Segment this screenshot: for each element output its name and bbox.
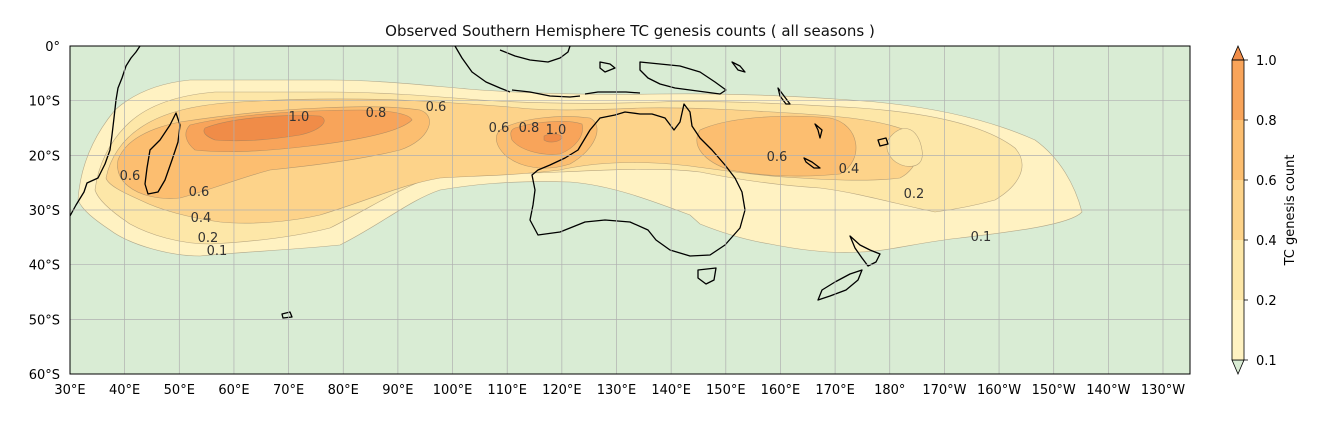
coast-solomon bbox=[731, 61, 746, 73]
longitude-axis: 30°E 40°E 50°E 60°E 70°E 80°E 90°E 100°E 110°E 12… bbox=[54, 383, 1185, 398]
graticule-grid bbox=[70, 46, 1190, 374]
lon-tick-label: 120°E bbox=[542, 383, 582, 398]
contour-label: 0.4 bbox=[191, 211, 212, 226]
colorbar-segment-0.1 bbox=[1232, 300, 1244, 360]
coast-png-east bbox=[814, 123, 823, 139]
genesis-contours bbox=[77, 79, 1083, 257]
contour-label: 0.4 bbox=[839, 162, 860, 177]
contour-label: 0.6 bbox=[426, 100, 447, 115]
latitude-axis: 0° 10°S 20°S 30°S 40°S 50°S 60°S bbox=[29, 40, 60, 383]
contour-label: 0.2 bbox=[198, 231, 219, 246]
colorbar-segment-0.2 bbox=[1232, 240, 1244, 300]
coast-australia bbox=[529, 103, 746, 257]
colorbar-tick-label: 0.8 bbox=[1256, 114, 1277, 129]
contour-label: 0.6 bbox=[767, 150, 788, 165]
contour-label: 0.2 bbox=[904, 187, 925, 202]
colorbar-extend-min bbox=[1231, 359, 1245, 376]
lon-tick-label: 150°W bbox=[1032, 383, 1076, 398]
lon-tick-label: 160°W bbox=[977, 383, 1021, 398]
coast-vanuatu bbox=[777, 87, 791, 105]
lon-tick-label: 170°W bbox=[922, 383, 966, 398]
lon-tick-label: 160°E bbox=[761, 383, 801, 398]
lon-tick-label: 80°E bbox=[328, 383, 359, 398]
colorbar-tick-label: 1.0 bbox=[1256, 54, 1277, 69]
coast-madagascar bbox=[144, 112, 181, 195]
lon-tick-label: 60°E bbox=[218, 383, 249, 398]
contour-label: 0.6 bbox=[489, 121, 510, 136]
lon-tick-label: 130°W bbox=[1141, 383, 1185, 398]
map-frame bbox=[69, 45, 1191, 375]
coast-new-caledonia bbox=[803, 157, 821, 169]
lon-tick-label: 140°E bbox=[651, 383, 691, 398]
lat-tick-label: 20°S bbox=[29, 149, 60, 164]
coast-new-guinea bbox=[639, 61, 727, 95]
lon-tick-label: 140°W bbox=[1086, 383, 1130, 398]
lat-tick-label: 10°S bbox=[29, 95, 60, 110]
contour-label: 0.6 bbox=[189, 185, 210, 200]
contour-label: 0.8 bbox=[519, 121, 540, 136]
lat-tick-label: 50°S bbox=[29, 313, 60, 328]
colorbar-frame bbox=[1231, 59, 1245, 361]
coast-tasmania bbox=[697, 267, 717, 285]
colorbar-tick-label: 0.2 bbox=[1256, 294, 1277, 309]
coast-sulawesi bbox=[599, 61, 616, 73]
coast-nz-north bbox=[849, 235, 881, 267]
lon-tick-label: 30°E bbox=[54, 383, 85, 398]
lon-tick-label: 90°E bbox=[382, 383, 413, 398]
colorbar-tick-label: 0.4 bbox=[1256, 234, 1277, 249]
lat-tick-label: 40°S bbox=[29, 259, 60, 274]
colorbar-ticks: 0.1 0.2 0.4 0.6 0.8 1.0 bbox=[1244, 54, 1277, 369]
lon-tick-label: 40°E bbox=[109, 383, 140, 398]
coast-borneo bbox=[499, 46, 571, 63]
contour-labels: 0.61.0 0.8 0.60.6 0.8 1.00.60.40.60.40.20.10… bbox=[120, 100, 992, 259]
lon-tick-label: 170°E bbox=[815, 383, 855, 398]
coast-fiji bbox=[877, 137, 889, 147]
coast-nz-south bbox=[817, 269, 863, 301]
contour-label: 1.0 bbox=[289, 110, 310, 125]
map-title: Observed Southern Hemisphere TC genesis … bbox=[385, 22, 875, 40]
lat-tick-label: 30°S bbox=[29, 204, 60, 219]
coast-lesser-sunda bbox=[584, 91, 641, 95]
lon-tick-label: 50°E bbox=[164, 383, 195, 398]
colorbar-segment-0.6 bbox=[1232, 120, 1244, 180]
contour-label: 0.1 bbox=[207, 244, 228, 259]
lon-tick-label: 70°E bbox=[273, 383, 304, 398]
lon-tick-label: 180° bbox=[874, 383, 905, 398]
lat-tick-label: 60°S bbox=[29, 368, 60, 383]
coast-mauritius bbox=[281, 311, 293, 319]
contour-label: 0.8 bbox=[366, 106, 387, 121]
coastlines bbox=[70, 46, 889, 319]
lon-tick-label: 130°E bbox=[597, 383, 637, 398]
lon-tick-label: 150°E bbox=[706, 383, 746, 398]
colorbar-tick-label: 0.1 bbox=[1256, 354, 1277, 369]
lat-tick-label: 0° bbox=[45, 40, 60, 55]
coast-sumatra bbox=[454, 46, 511, 93]
contour-label: 0.6 bbox=[120, 169, 141, 184]
colorbar-label: TC genesis count bbox=[1283, 155, 1298, 267]
lon-tick-label: 100°E bbox=[433, 383, 473, 398]
colorbar-tick-label: 0.6 bbox=[1256, 174, 1277, 189]
colorbar: 0.1 0.2 0.4 0.6 0.8 1.0 TC genesis count bbox=[1231, 44, 1298, 376]
coast-java bbox=[511, 89, 581, 98]
contour-hole bbox=[886, 128, 923, 167]
coast-africa bbox=[70, 46, 141, 217]
contour-label: 0.1 bbox=[971, 230, 992, 245]
colorbar-extend-max bbox=[1231, 44, 1245, 61]
colorbar-segment-0.4 bbox=[1232, 180, 1244, 240]
contour-label: 1.0 bbox=[546, 123, 567, 138]
colorbar-segment-0.8 bbox=[1232, 60, 1244, 120]
lon-tick-label: 110°E bbox=[487, 383, 527, 398]
